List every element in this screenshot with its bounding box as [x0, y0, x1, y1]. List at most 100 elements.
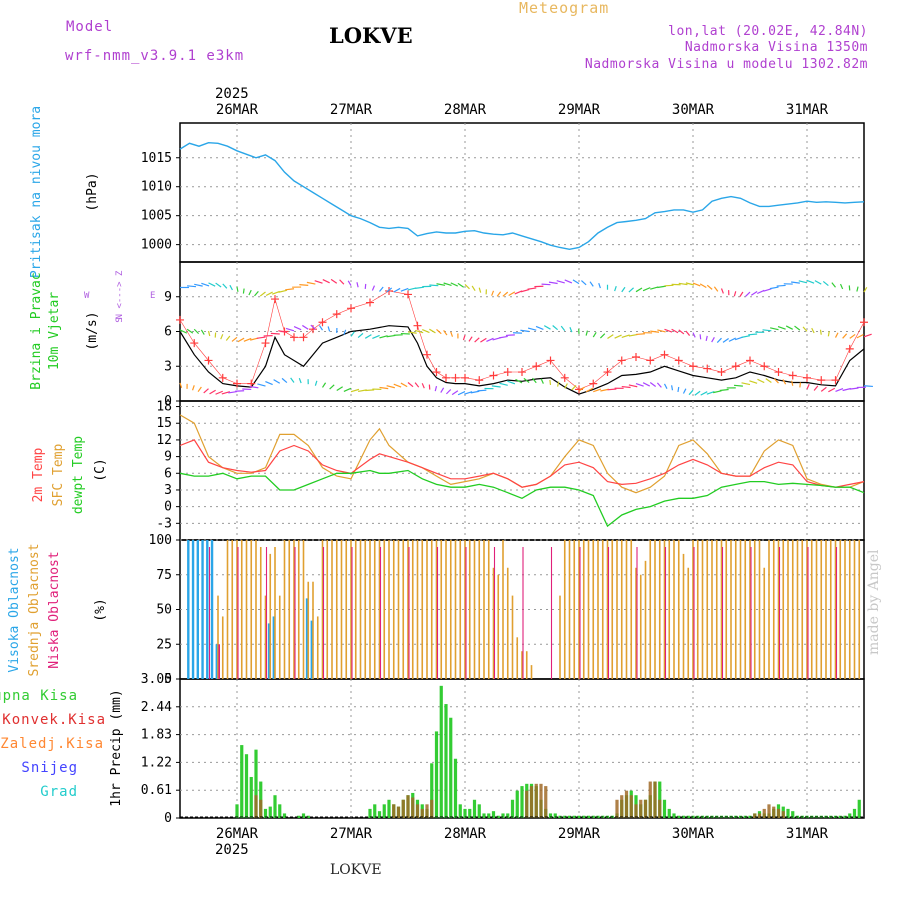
precip-total-bar — [453, 758, 458, 818]
precip-total-bar — [249, 776, 253, 818]
wind-barb — [699, 334, 702, 340]
wind-barb — [350, 331, 355, 337]
wind-barb — [407, 382, 414, 388]
wind-barb — [635, 333, 645, 336]
wind-title-2: 10m Vjetar — [47, 292, 62, 370]
wind-barb — [635, 287, 643, 293]
wind-barb — [436, 329, 442, 335]
wind-barb — [560, 325, 566, 332]
wind-barb — [293, 326, 302, 331]
wind-barb — [769, 286, 779, 290]
wind-barb — [400, 287, 409, 292]
precip-conv-bar — [392, 804, 396, 818]
wind-barb — [819, 329, 822, 335]
cloud-high-title: Visoka Oblacnost — [7, 547, 22, 672]
wind-barb — [585, 330, 589, 336]
precip-conv-bar — [634, 804, 638, 818]
precip-conv-bar — [643, 799, 648, 818]
wind-tick-label: 9 — [164, 290, 172, 305]
wind-barb — [201, 282, 210, 287]
precip-total-bar — [681, 815, 686, 818]
wind-barb — [757, 378, 765, 384]
precip-conv-bar — [776, 808, 781, 818]
compass-s: S — [115, 317, 125, 322]
wind-barb — [614, 334, 622, 339]
cloud-tick-label: 75 — [156, 568, 172, 583]
wind-barb — [564, 383, 568, 389]
wind-barb — [765, 378, 772, 384]
wind-barb — [273, 379, 281, 384]
wind-barb — [543, 325, 551, 330]
precip-tick-label: 3.05 — [141, 672, 172, 687]
cloud-mid-title: Srednja Oblacnost — [27, 543, 42, 676]
wind-barb — [656, 382, 662, 388]
lonlat-label: lon,lat (20.02E, 42.84N) — [668, 24, 868, 39]
wind-barb — [443, 282, 452, 286]
temp-tick-label: 6 — [164, 466, 172, 481]
cloud-tick-label: 50 — [156, 603, 172, 618]
date-top-label: 29MAR — [558, 102, 601, 118]
wind-barb — [600, 388, 609, 392]
precip-total-bar — [563, 815, 567, 818]
wind-barb — [706, 284, 713, 290]
date-top-label: 26MAR — [216, 102, 259, 118]
precip-total-bar — [487, 813, 491, 818]
wind-barb — [523, 377, 530, 383]
wind-barb — [540, 378, 544, 384]
precip-total-bar — [368, 808, 372, 818]
wind-barb — [635, 382, 644, 387]
wind-barb — [649, 381, 657, 387]
temp-tick-label: 15 — [156, 416, 172, 431]
date-top-label: 27MAR — [330, 102, 373, 118]
precip-total-bar — [848, 813, 852, 818]
wind-barb — [527, 287, 537, 290]
wind-barb — [254, 290, 259, 297]
precip-conv-bar — [648, 781, 652, 818]
compass-w: W — [84, 291, 90, 301]
precip-total-bar — [553, 813, 557, 818]
wind-barb — [421, 383, 425, 389]
wind-barb — [515, 378, 523, 384]
panel-frame — [179, 122, 865, 263]
wind-barb — [770, 327, 779, 331]
wind-barb — [842, 387, 852, 392]
wind-barb — [607, 334, 614, 339]
wind-barb — [849, 387, 859, 390]
precip-conv-bar — [629, 795, 633, 818]
legend-conv: Konvek.Kisa — [2, 712, 106, 728]
precip-total-bar — [278, 804, 282, 818]
precip-total-bar — [235, 804, 239, 818]
wind-barb — [259, 291, 266, 297]
wind-barb — [278, 289, 288, 293]
temp-tick-label: -3 — [156, 516, 172, 531]
wind-barb — [552, 325, 559, 331]
precip-total-bar — [444, 704, 448, 818]
wind-barb — [592, 331, 597, 338]
wind-barb — [733, 384, 743, 387]
wind-barb — [621, 334, 630, 338]
temp-tick-label: 9 — [164, 450, 172, 465]
precip-conv-bar — [620, 795, 624, 818]
wind-barb — [322, 279, 330, 284]
wind-barb — [699, 283, 707, 289]
precip-total-bar — [686, 815, 690, 818]
wind-barb — [478, 287, 482, 293]
precip-total-bar — [268, 806, 272, 818]
date-bottom-label: 31MAR — [786, 826, 829, 842]
wind-barb — [257, 383, 266, 387]
precip-total-bar — [301, 813, 306, 818]
precip-conv-bar — [544, 786, 548, 818]
wind-barb — [278, 330, 287, 333]
wind-barb — [799, 382, 802, 388]
compass-e: E — [150, 291, 155, 301]
wind-barb — [831, 282, 836, 288]
wind-barb — [791, 281, 800, 284]
precip-total-bar — [501, 813, 505, 818]
wind-barb — [578, 386, 585, 392]
wind-barb — [193, 328, 200, 335]
wind-barb — [464, 391, 473, 395]
gust-line — [179, 290, 865, 390]
wind-barb — [750, 290, 758, 296]
wind-barb — [407, 287, 417, 291]
wind-barb — [814, 280, 822, 285]
